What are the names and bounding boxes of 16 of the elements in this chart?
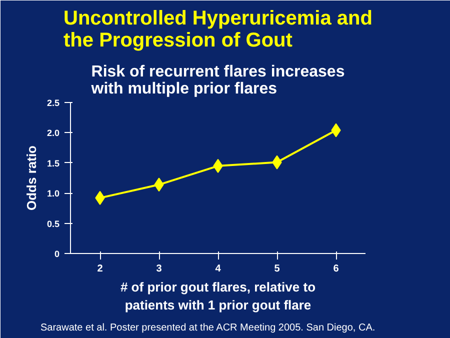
x-tick-label: 2 <box>97 264 104 274</box>
y-tick-label: 1.0 <box>46 188 60 199</box>
chart-subtitle: Risk of recurrent flares increases with multiple prior flares <box>90 64 345 98</box>
x-axis-title: # of prior gout flares, relative to patients with 1 prior gout flare <box>120 280 316 312</box>
y-tick-label: 0 <box>54 249 60 259</box>
y-tick-label: 2.0 <box>46 128 60 138</box>
text: Sarawate et al. Poster presented at the ACR Meeting 2005. San Diego, CA. <box>40 322 376 334</box>
x-tick-label: 6 <box>333 264 340 274</box>
chart-title: Uncontrolled Hyperuricemia and the Progression of Gout <box>64 8 372 52</box>
y-tick-label: 0.5 <box>46 218 60 229</box>
y-tick-label: 1.5 <box>46 158 60 168</box>
x-tick-label: 4 <box>215 264 222 274</box>
y-axis-title: Odds ratio <box>24 145 39 211</box>
x-tick-label: 3 <box>156 264 162 274</box>
y-tick-label: 2.5 <box>46 98 60 108</box>
x-tick-label: 5 <box>274 264 280 274</box>
